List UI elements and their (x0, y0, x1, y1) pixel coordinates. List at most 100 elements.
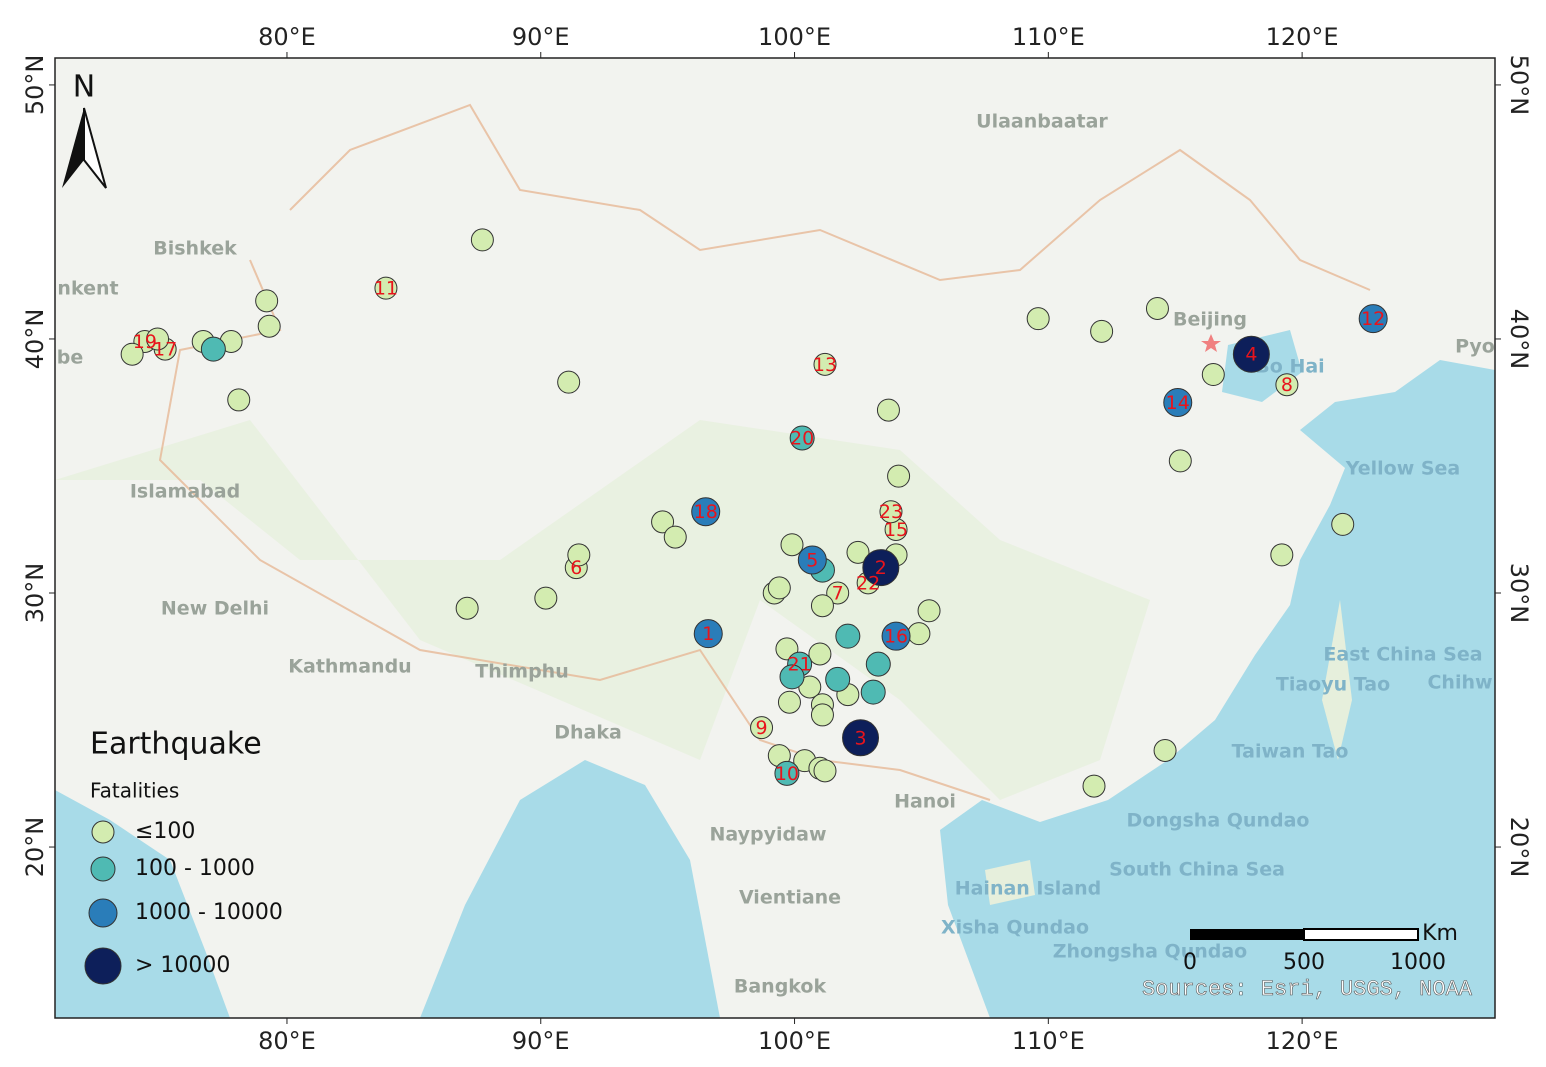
earthquake-label: 10 (775, 763, 799, 785)
earthquake-label: 4 (1245, 344, 1257, 366)
earthquake-label: 11 (374, 278, 398, 300)
sea-label: Dongsha Qundao (1127, 810, 1310, 832)
place-label: New Delhi (161, 598, 269, 620)
earthquake (846, 540, 870, 564)
earthquake-label: 5 (806, 549, 818, 571)
place-label: Beijing (1173, 309, 1247, 331)
earthquake (1082, 774, 1106, 798)
sea-label: Hainan Island (955, 878, 1102, 900)
place-label: Bangkok (734, 976, 827, 998)
earthquake-label: 21 (788, 654, 812, 676)
earthquake (1145, 296, 1169, 320)
x-tick-label: 110°E (1012, 1027, 1085, 1055)
legend-subtitle: Fatalities (90, 779, 179, 803)
earthquake (779, 664, 805, 690)
earthquake-label: 15 (884, 519, 908, 541)
x-tick-label: 90°E (512, 1027, 570, 1055)
earthquake (917, 599, 941, 623)
earthquake (257, 314, 281, 338)
place-label: Thimphu (475, 661, 568, 683)
y-tick-label: 20°N (1505, 817, 1533, 878)
x-tick-label: 110°E (1012, 23, 1085, 51)
earthquake-label: 14 (1166, 392, 1190, 414)
earthquake (146, 327, 170, 351)
x-tick-label: 90°E (512, 23, 570, 51)
earthquake-label: 16 (884, 626, 908, 648)
earthquake (567, 543, 591, 567)
earthquake (691, 497, 721, 527)
sea-label: Zhongsha Qundao (1053, 941, 1247, 963)
sea-label: Chihw (1427, 672, 1492, 694)
earthquake (227, 388, 251, 412)
earthquake (862, 549, 900, 587)
earthquake (887, 464, 911, 488)
earthquake-label: 18 (694, 501, 718, 523)
earthquake (1232, 335, 1270, 373)
legend-swatch (88, 898, 118, 928)
legend-label: 100 - 1000 (135, 856, 255, 881)
legend-label: > 10000 (135, 953, 230, 978)
scale-label: 1000 (1390, 950, 1446, 975)
earthquake (881, 621, 911, 651)
earthquake (810, 703, 834, 727)
sea-label: Yellow Sea (1345, 458, 1461, 480)
scale-bar: Km (1190, 921, 1458, 946)
earthquake-label: 7 (832, 582, 844, 604)
earthquake-label: 22 (856, 572, 880, 594)
x-tick-label: 100°E (758, 23, 831, 51)
earthquake (789, 425, 815, 451)
place-label: Islamabad (130, 481, 240, 503)
earthquake (693, 619, 723, 649)
earthquake (835, 623, 861, 649)
earthquake (860, 679, 886, 705)
scale-label: 500 (1283, 950, 1325, 975)
earthquake-label: 8 (1281, 374, 1293, 396)
place-label: Ulaanbaatar (976, 111, 1108, 133)
earthquake-label: 2 (875, 557, 887, 579)
earthquake (810, 594, 834, 618)
earthquake-label: 17 (153, 339, 177, 361)
earthquake (842, 719, 880, 757)
earthquake (1331, 512, 1355, 536)
earthquake (813, 759, 837, 783)
place-label: Naypyidaw (710, 824, 827, 846)
earthquake (651, 510, 675, 534)
earthquake (120, 342, 144, 366)
earthquake (1026, 307, 1050, 331)
earthquake-label: 19 (133, 331, 157, 353)
earthquake (767, 576, 791, 600)
legend-swatch (84, 947, 122, 985)
earthquake-label: 20 (790, 428, 814, 450)
earthquake-label: 1 (702, 623, 714, 645)
earthquake (777, 690, 801, 714)
earthquake (879, 500, 903, 524)
place-label: Dhaka (554, 722, 622, 744)
north-arrow: N (62, 70, 107, 189)
legend-label: ≤100 (135, 819, 195, 844)
capital-marker (1201, 334, 1221, 352)
place-label: be (57, 347, 84, 369)
scale-unit: Km (1422, 921, 1458, 946)
earthquake (1163, 387, 1193, 417)
earthquake (255, 289, 279, 313)
sea-label: Bo Hai (1255, 356, 1324, 378)
legend-title: Earthquake (90, 727, 262, 762)
earthquake (1270, 543, 1294, 567)
y-tick-label: 20°N (21, 817, 49, 878)
x-tick-label: 120°E (1266, 23, 1339, 51)
y-tick-label: 30°N (21, 563, 49, 624)
earthquake (826, 581, 850, 605)
earthquake (534, 586, 558, 610)
legend-swatch (91, 820, 115, 844)
earthquake (907, 622, 931, 646)
place-label: Hanoi (894, 791, 956, 813)
map-frame (54, 57, 1496, 1019)
earthquake-label: 23 (879, 501, 903, 523)
earthquake (774, 760, 800, 786)
earthquake (1358, 304, 1388, 334)
x-tick-label: 120°E (1266, 1027, 1339, 1055)
y-tick-label: 50°N (21, 55, 49, 116)
place-label: Bishkek (153, 238, 237, 260)
north-label: N (73, 70, 95, 105)
